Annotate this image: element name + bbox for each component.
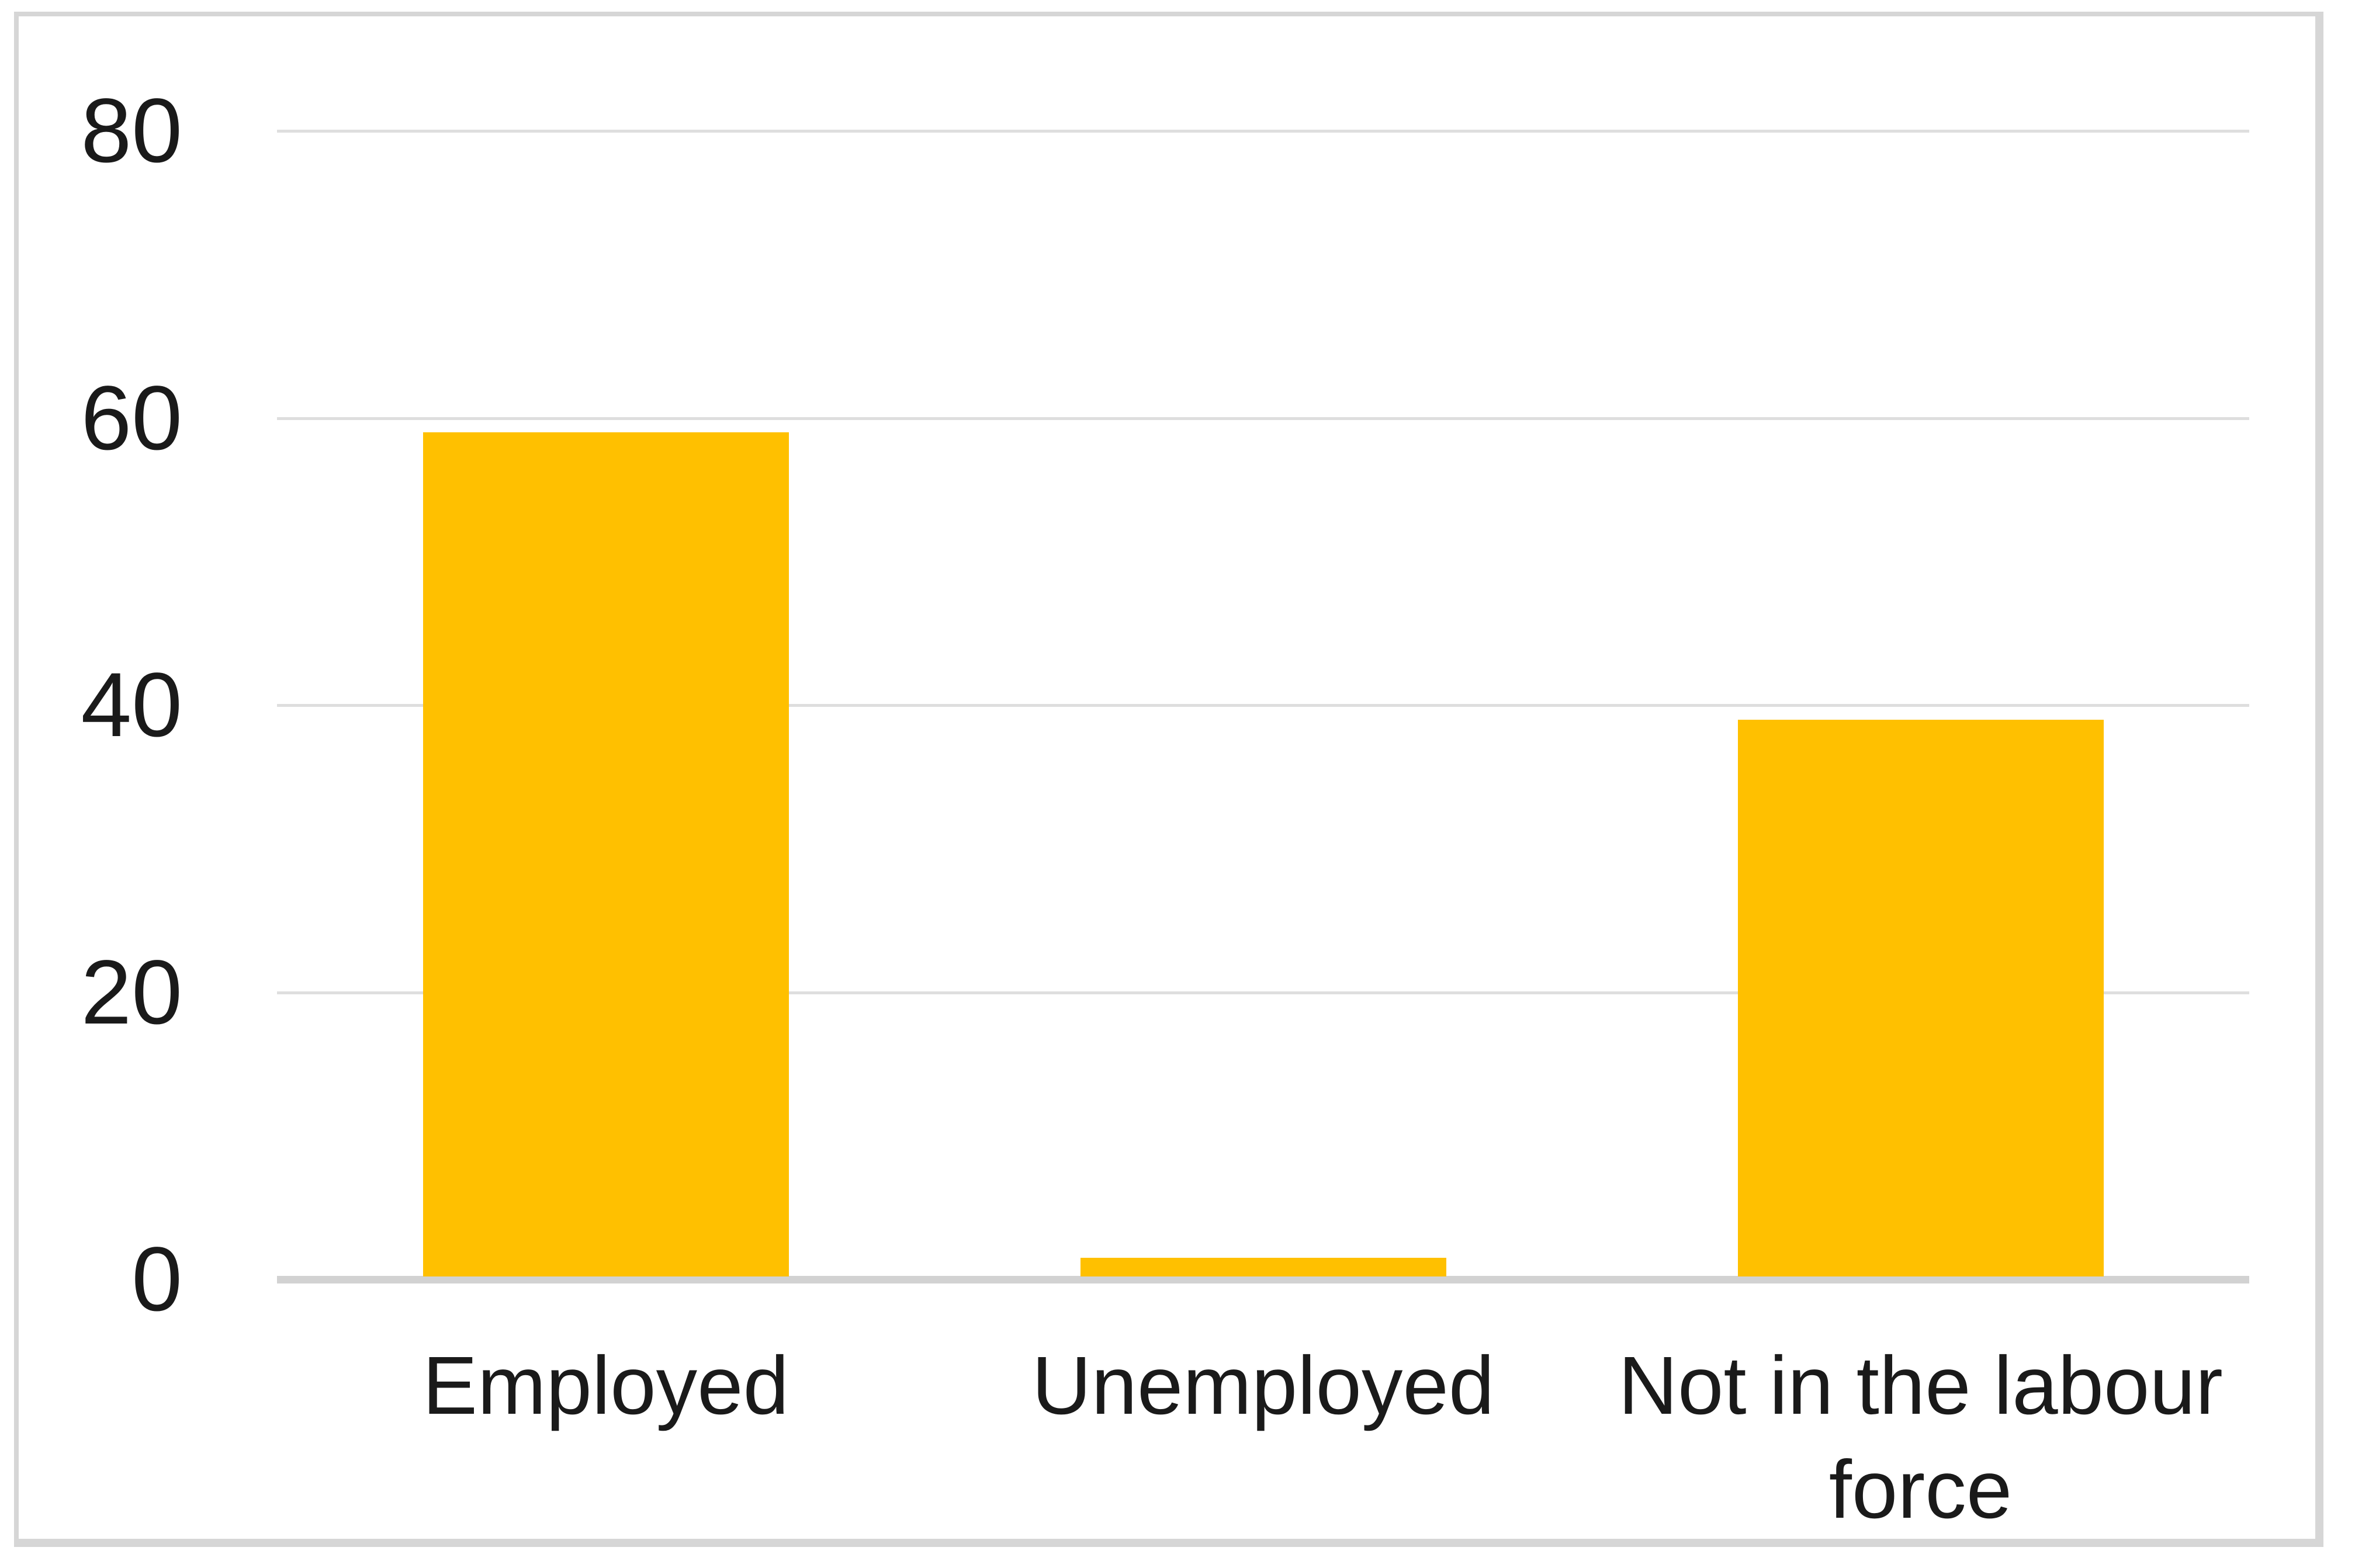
y-tick-label-40: 40: [81, 654, 182, 756]
y-tick-label-0: 0: [131, 1229, 182, 1330]
gridline-y60: [277, 417, 2249, 420]
gridline-y40: [277, 704, 2249, 707]
x-category-label-1: Employed: [422, 1339, 789, 1431]
bar-not-in-the-labour-force: [1737, 719, 2104, 1276]
x-category-label-2: Unemployed: [1031, 1339, 1495, 1431]
y-tick-label-20: 20: [81, 941, 182, 1043]
gridline-y20: [277, 991, 2249, 994]
bar-employed: [422, 432, 789, 1276]
y-tick-label-60: 60: [81, 367, 182, 469]
y-tick-label-80: 80: [81, 80, 182, 182]
x-axis-line: [277, 1276, 2249, 1283]
bar-unemployed: [1080, 1258, 1446, 1276]
x-category-label-3: Not in the labour force: [1618, 1339, 2223, 1535]
gridline-y80: [277, 130, 2249, 133]
chart-frame-border: [14, 12, 2323, 1547]
